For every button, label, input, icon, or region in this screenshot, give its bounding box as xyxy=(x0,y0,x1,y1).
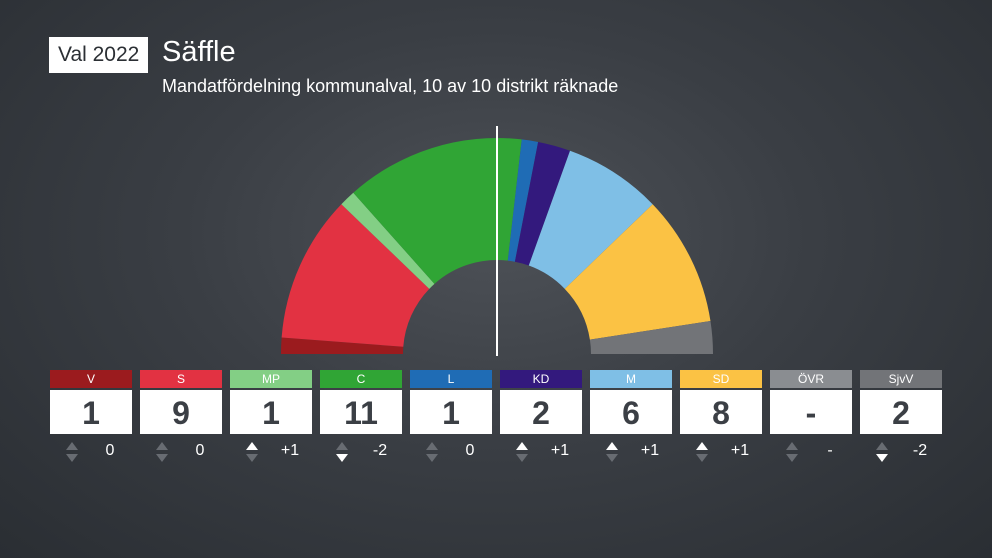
party-code: ÖVR xyxy=(770,370,852,388)
change-arrows-icon xyxy=(246,442,258,462)
party-seats: 1 xyxy=(50,390,132,434)
election-year-badge: Val 2022 xyxy=(49,37,149,73)
party-change: +1 xyxy=(680,436,762,466)
party-code: V xyxy=(50,370,132,388)
party-change: +1 xyxy=(230,436,312,466)
party-change: - xyxy=(770,436,852,466)
party-seats: - xyxy=(770,390,852,434)
party-code: L xyxy=(410,370,492,388)
seat-segment-sd xyxy=(564,204,711,340)
change-arrows-icon xyxy=(786,442,798,462)
party-code: SjvV xyxy=(860,370,942,388)
change-arrows-icon xyxy=(696,442,708,462)
party-card-s: S 9 0 xyxy=(140,370,222,466)
party-card-sd: SD 8 +1 xyxy=(680,370,762,466)
change-arrows-icon xyxy=(156,442,168,462)
party-seats: 2 xyxy=(860,390,942,434)
party-card-mp: MP 1 +1 xyxy=(230,370,312,466)
party-change: +1 xyxy=(500,436,582,466)
party-seats: 11 xyxy=(320,390,402,434)
change-value: 0 xyxy=(195,442,205,459)
party-change: 0 xyxy=(50,436,132,466)
party-card-c: C 11 -2 xyxy=(320,370,402,466)
seat-segment-v xyxy=(281,337,404,354)
party-seats: 9 xyxy=(140,390,222,434)
change-arrows-icon xyxy=(426,442,438,462)
change-value: -2 xyxy=(912,442,928,459)
seat-segment-s xyxy=(281,204,430,347)
party-card-m: M 6 +1 xyxy=(590,370,672,466)
party-code: KD xyxy=(500,370,582,388)
party-code: C xyxy=(320,370,402,388)
change-arrows-icon xyxy=(336,442,348,462)
seat-segment-l xyxy=(507,139,539,262)
seat-segment-m xyxy=(528,150,653,289)
seat-segment-mp xyxy=(341,192,435,289)
change-value: - xyxy=(827,442,833,459)
party-seats: 6 xyxy=(590,390,672,434)
party-code: MP xyxy=(230,370,312,388)
change-value: +1 xyxy=(640,442,660,459)
page-title: Säffle xyxy=(162,36,236,68)
party-change: 0 xyxy=(410,436,492,466)
party-change: -2 xyxy=(320,436,402,466)
party-card-ovr: ÖVR - - xyxy=(770,370,852,466)
party-code: M xyxy=(590,370,672,388)
seat-segment-c xyxy=(353,138,522,284)
change-arrows-icon xyxy=(516,442,528,462)
seat-segment-kd xyxy=(514,141,571,266)
party-seats: 1 xyxy=(230,390,312,434)
party-change: +1 xyxy=(590,436,672,466)
change-value: -2 xyxy=(372,442,388,459)
change-value: 0 xyxy=(105,442,115,459)
change-arrows-icon xyxy=(66,442,78,462)
party-card-sjvv: SjvV 2 -2 xyxy=(860,370,942,466)
party-code: S xyxy=(140,370,222,388)
change-arrows-icon xyxy=(606,442,618,462)
seat-segment-sjvv xyxy=(589,321,713,354)
party-card-v: V 1 0 xyxy=(50,370,132,466)
party-seats: 8 xyxy=(680,390,762,434)
change-value: 0 xyxy=(465,442,475,459)
party-seats: 2 xyxy=(500,390,582,434)
party-change: 0 xyxy=(140,436,222,466)
page-subtitle: Mandatfördelning kommunalval, 10 av 10 d… xyxy=(162,76,619,96)
change-value: +1 xyxy=(280,442,300,459)
party-seats: 1 xyxy=(410,390,492,434)
party-card-kd: KD 2 +1 xyxy=(500,370,582,466)
party-code: SD xyxy=(680,370,762,388)
change-arrows-icon xyxy=(876,442,888,462)
party-change: -2 xyxy=(860,436,942,466)
change-value: +1 xyxy=(730,442,750,459)
change-value: +1 xyxy=(550,442,570,459)
party-card-l: L 1 0 xyxy=(410,370,492,466)
